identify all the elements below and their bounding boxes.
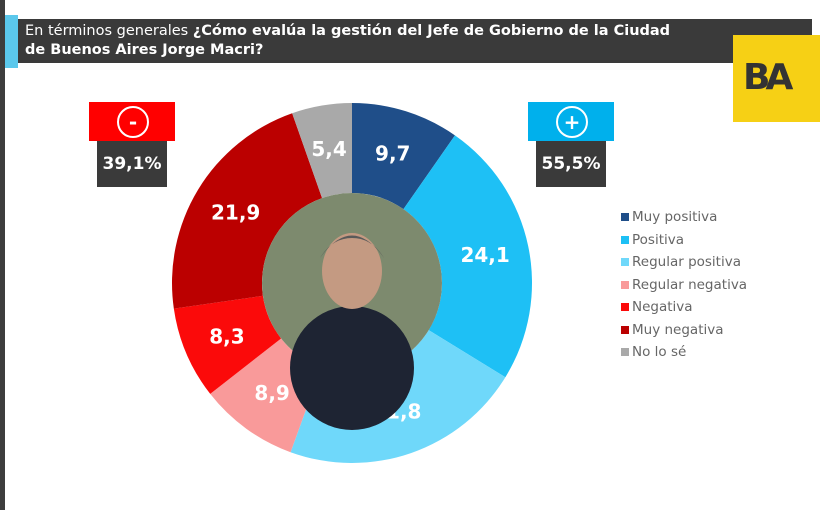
header-bar: [5, 19, 812, 63]
data-label-6: 5,4: [311, 137, 346, 161]
chart-title: En términos generales ¿Cómo evalúa la ge…: [25, 22, 685, 60]
data-label-3: 8,9: [254, 381, 289, 405]
donut-slice-6: [292, 103, 352, 199]
legend-swatch: [621, 258, 629, 267]
data-label-1: 24,1: [460, 243, 509, 267]
legend-item: No lo sé: [621, 341, 747, 364]
legend-label: Positiva: [632, 231, 685, 248]
legend-label: No lo sé: [632, 344, 687, 361]
legend-swatch: [621, 303, 629, 312]
left-border: [0, 0, 5, 510]
donut-slice-1: [403, 135, 532, 378]
legend-label: Muy positiva: [632, 209, 718, 226]
legend-item: Muy positiva: [621, 206, 747, 229]
legend-label: Muy negativa: [632, 321, 724, 338]
donut-slice-0: [352, 103, 455, 210]
data-label-0: 9,7: [375, 141, 410, 165]
legend-swatch: [621, 280, 629, 289]
title-prefix: En términos generales: [25, 23, 189, 39]
positive-sign-box: +: [528, 102, 614, 141]
legend-item: Regular negativa: [621, 274, 747, 297]
title-question: ¿Cómo evalúa la gestión del Jefe de Gobi…: [25, 23, 671, 58]
data-label-5: 21,9: [211, 201, 260, 225]
legend-swatch: [621, 348, 629, 357]
legend-label: Regular negativa: [632, 276, 748, 293]
legend-swatch: [621, 235, 629, 244]
legend-item: Muy negativa: [621, 319, 747, 342]
positive-total: 55,5%: [536, 141, 606, 187]
plus-icon: +: [556, 106, 588, 138]
portrait-jacket: [290, 306, 414, 430]
ba-logo: BA: [733, 35, 820, 122]
data-label-4: 8,3: [209, 324, 244, 348]
donut-slice-4: [173, 295, 282, 394]
negative-sign-box: -: [89, 102, 175, 141]
legend-swatch: [621, 325, 629, 334]
legend-item: Regular positiva: [621, 251, 747, 274]
legend-label: Regular positiva: [632, 254, 741, 271]
legend: Muy positiva Positiva Regular positiva Regu…: [621, 206, 747, 364]
minus-icon: -: [117, 106, 149, 138]
header-accent: [5, 15, 18, 68]
legend-label: Negativa: [632, 299, 693, 316]
legend-swatch: [621, 213, 629, 222]
portrait-face: [322, 233, 382, 309]
portrait-hair: [320, 235, 384, 258]
donut-slice-5: [171, 113, 323, 309]
logo-text: BA: [743, 57, 793, 98]
legend-item: Positiva: [621, 229, 747, 252]
legend-item: Negativa: [621, 296, 747, 319]
negative-total: 39,1%: [97, 141, 167, 187]
